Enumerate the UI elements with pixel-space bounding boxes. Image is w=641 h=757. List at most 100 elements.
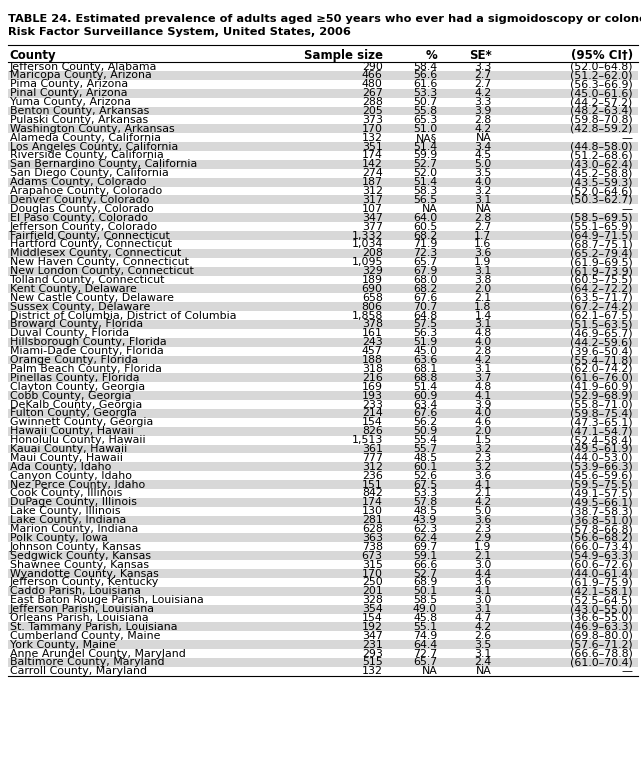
Bar	[8, 587, 638, 596]
Text: 68.0: 68.0	[413, 275, 437, 285]
Bar	[8, 444, 638, 453]
Text: 2.4: 2.4	[474, 658, 492, 668]
Text: Pinellas County, Florida: Pinellas County, Florida	[10, 373, 139, 383]
Text: 214: 214	[362, 409, 383, 419]
Text: 67.9: 67.9	[413, 266, 437, 276]
Text: 193: 193	[362, 391, 383, 400]
Text: (63.5–71.7): (63.5–71.7)	[570, 293, 633, 303]
Text: 208: 208	[362, 248, 383, 258]
Bar	[8, 516, 638, 525]
Text: 48.5: 48.5	[413, 453, 437, 463]
Text: 68.2: 68.2	[413, 231, 437, 241]
Text: (69.8–80.0): (69.8–80.0)	[570, 631, 633, 640]
Text: (51.2–62.0): (51.2–62.0)	[570, 70, 633, 80]
Text: 1.9: 1.9	[474, 542, 492, 552]
Text: Risk Factor Surveillance System, United States, 2006: Risk Factor Surveillance System, United …	[8, 27, 351, 37]
Text: Riverside County, California: Riverside County, California	[10, 151, 163, 160]
Text: (62.1–67.5): (62.1–67.5)	[570, 310, 633, 320]
Bar	[8, 71, 638, 80]
Text: (44.2–57.2): (44.2–57.2)	[570, 97, 633, 107]
Text: 1.4: 1.4	[474, 310, 492, 320]
Text: 62.4: 62.4	[413, 533, 437, 543]
Text: 4.0: 4.0	[474, 409, 492, 419]
Text: 3.1: 3.1	[474, 604, 492, 614]
Text: 63.4: 63.4	[413, 400, 437, 410]
Text: 59.1: 59.1	[413, 551, 437, 561]
Text: 43.9: 43.9	[413, 516, 437, 525]
Text: 293: 293	[362, 649, 383, 659]
Text: 192: 192	[362, 622, 383, 632]
Text: (52.0–64.8): (52.0–64.8)	[570, 61, 633, 71]
Text: (50.3–62.7): (50.3–62.7)	[570, 195, 633, 205]
Text: Johnson County, Kansas: Johnson County, Kansas	[10, 542, 142, 552]
Bar	[8, 195, 638, 204]
Text: 3.3: 3.3	[474, 61, 492, 71]
Text: 3.9: 3.9	[474, 400, 492, 410]
Text: 3.1: 3.1	[474, 319, 492, 329]
Text: 457: 457	[362, 346, 383, 356]
Text: (52.0–64.6): (52.0–64.6)	[570, 186, 633, 196]
Text: 5.0: 5.0	[474, 160, 492, 170]
Text: 3.1: 3.1	[474, 266, 492, 276]
Text: 318: 318	[362, 364, 383, 374]
Text: Broward County, Florida: Broward County, Florida	[10, 319, 143, 329]
Text: 480: 480	[362, 79, 383, 89]
Text: Nez Perce County, Idaho: Nez Perce County, Idaho	[10, 480, 145, 490]
Bar	[8, 249, 638, 257]
Text: 56.2: 56.2	[413, 417, 437, 427]
Text: 174: 174	[362, 497, 383, 507]
Text: 4.2: 4.2	[474, 124, 492, 134]
Text: 70.7: 70.7	[413, 302, 437, 312]
Bar	[8, 124, 638, 133]
Text: Cook County, Illinois: Cook County, Illinois	[10, 488, 122, 498]
Text: 738: 738	[362, 542, 383, 552]
Text: 48.5: 48.5	[413, 506, 437, 516]
Text: 1,513: 1,513	[351, 435, 383, 445]
Text: Tolland County, Connecticut: Tolland County, Connecticut	[10, 275, 164, 285]
Text: 4.2: 4.2	[474, 355, 492, 365]
Text: 2.3: 2.3	[474, 453, 492, 463]
Bar	[8, 142, 638, 151]
Text: Arapahoe County, Colorado: Arapahoe County, Colorado	[10, 186, 162, 196]
Text: Denver County, Colorado: Denver County, Colorado	[10, 195, 149, 205]
Text: 328: 328	[362, 595, 383, 605]
Text: (66.0–73.4): (66.0–73.4)	[570, 542, 633, 552]
Text: 2.7: 2.7	[474, 79, 492, 89]
Text: NA: NA	[476, 666, 492, 676]
Text: SE*: SE*	[469, 48, 492, 61]
Text: 67.5: 67.5	[413, 480, 437, 490]
Text: 690: 690	[362, 284, 383, 294]
Text: 107: 107	[362, 204, 383, 213]
Text: 2.7: 2.7	[474, 222, 492, 232]
Text: Clayton County, Georgia: Clayton County, Georgia	[10, 382, 145, 391]
Text: 4.2: 4.2	[474, 89, 492, 98]
Text: 2.8: 2.8	[474, 115, 492, 125]
Text: (49.5–66.1): (49.5–66.1)	[570, 497, 633, 507]
Text: 45.8: 45.8	[413, 613, 437, 623]
Text: Fairfield County, Connecticut: Fairfield County, Connecticut	[10, 231, 169, 241]
Text: (49.5–61.9): (49.5–61.9)	[570, 444, 633, 454]
Text: 4.0: 4.0	[474, 177, 492, 187]
Text: (56.6–68.2): (56.6–68.2)	[570, 533, 633, 543]
Text: 3.7: 3.7	[474, 373, 492, 383]
Text: Jefferson County, Colorado: Jefferson County, Colorado	[10, 222, 158, 232]
Text: 3.0: 3.0	[474, 595, 492, 605]
Text: 1,034: 1,034	[351, 239, 383, 249]
Text: DeKalb County, Georgia: DeKalb County, Georgia	[10, 400, 142, 410]
Text: Lake County, Illinois: Lake County, Illinois	[10, 506, 121, 516]
Text: (51.5–63.5): (51.5–63.5)	[570, 319, 633, 329]
Text: (54.9–63.3): (54.9–63.3)	[570, 551, 633, 561]
Text: (44.0–53.0): (44.0–53.0)	[570, 453, 633, 463]
Text: 361: 361	[362, 444, 383, 454]
Text: 55.1: 55.1	[413, 622, 437, 632]
Text: 2.1: 2.1	[474, 551, 492, 561]
Text: 45.0: 45.0	[413, 346, 437, 356]
Text: DuPage County, Illinois: DuPage County, Illinois	[10, 497, 137, 507]
Text: Marion County, Indiana: Marion County, Indiana	[10, 524, 138, 534]
Text: 4.5: 4.5	[474, 151, 492, 160]
Text: 55.4: 55.4	[413, 435, 437, 445]
Text: (68.7–75.1): (68.7–75.1)	[570, 239, 633, 249]
Text: 68.8: 68.8	[413, 373, 437, 383]
Bar	[8, 320, 638, 329]
Bar	[8, 463, 638, 471]
